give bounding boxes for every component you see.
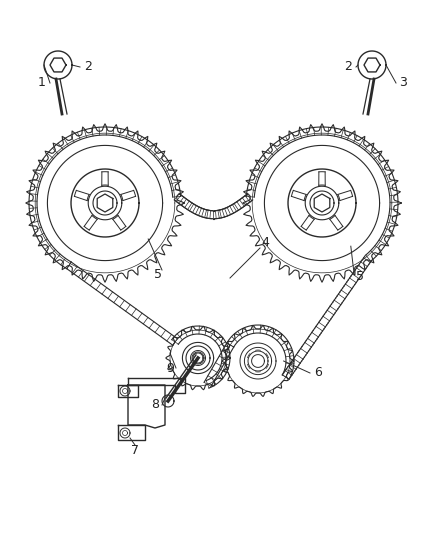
Text: 9: 9 [166, 361, 174, 375]
Text: 6: 6 [314, 367, 322, 379]
Text: 4: 4 [261, 237, 269, 249]
Text: 1: 1 [38, 77, 46, 90]
Text: 2: 2 [84, 61, 92, 74]
Text: 2: 2 [344, 61, 352, 74]
Text: 5: 5 [356, 271, 364, 284]
Text: 5: 5 [154, 269, 162, 281]
Text: 8: 8 [151, 399, 159, 411]
Text: 7: 7 [131, 445, 139, 457]
Text: 3: 3 [399, 77, 407, 90]
